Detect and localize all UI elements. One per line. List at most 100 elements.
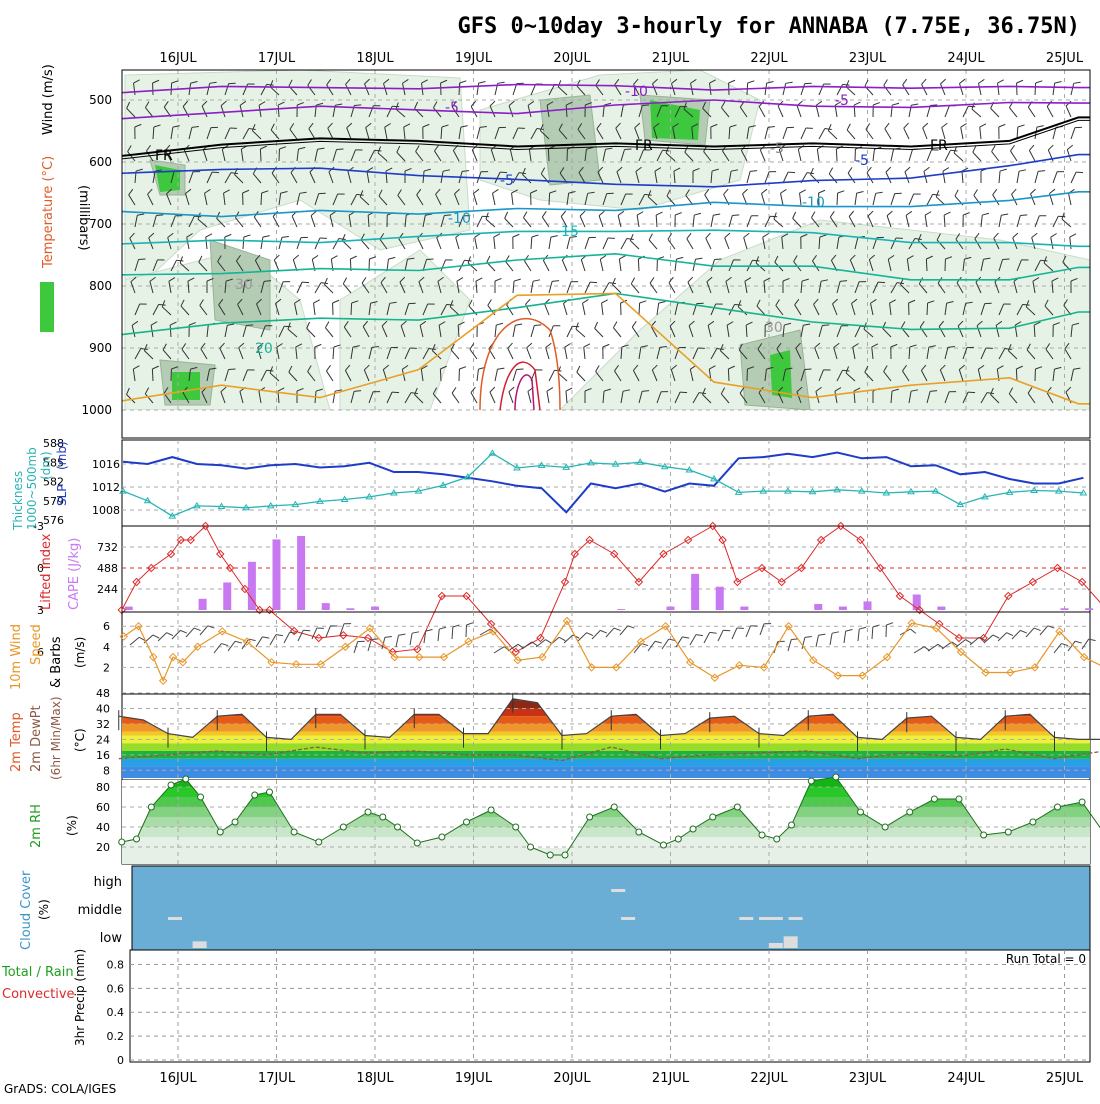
cape-bar (839, 607, 847, 610)
surface-wind-barb (466, 623, 473, 625)
upper-wind-barb (805, 369, 812, 370)
surface-wind-barb (1007, 633, 1013, 636)
contour-label: 30 (235, 277, 253, 293)
slp-tick-label: 1016 (92, 458, 120, 471)
temp-axis-title: 2m DewPt (29, 705, 44, 772)
surface-wind-barb (396, 635, 398, 647)
cloud-bar-low (193, 941, 207, 948)
precip-tick-label: 0.8 (107, 958, 125, 971)
thickness-axis-title: Thickness (11, 471, 25, 531)
temp-tick-label: 16 (96, 749, 110, 762)
contour-label: FR (635, 138, 653, 154)
rh-point (858, 809, 864, 815)
pressure-tick-label: 700 (89, 217, 112, 231)
contour-label: 20 (255, 341, 273, 357)
surface-wind-barb (606, 628, 614, 637)
rh-point (395, 824, 401, 830)
rh-point (882, 824, 888, 830)
cloud-axis-title: (%) (37, 899, 51, 920)
surface-wind-barb (578, 633, 587, 641)
upper-wind-barb (284, 326, 291, 327)
rh-point (675, 836, 681, 842)
surface-wind-barb (859, 627, 866, 629)
thickness-series-line (123, 453, 1083, 516)
rh-tick-label: 60 (96, 801, 110, 814)
temp-tick-label: 40 (96, 702, 110, 715)
surface-wind-barb (620, 626, 628, 635)
surface-wind-barb (1020, 630, 1026, 633)
slp-axis-title: SLP (55, 484, 69, 506)
precip-axis-title: 3hr Precip (mm) (73, 949, 87, 1046)
surface-wind-barb (648, 641, 655, 651)
surface-wind-barb (214, 644, 221, 653)
rh-point (217, 829, 223, 835)
contour-label: FR (155, 148, 173, 164)
li-tick-label: -3 (33, 520, 44, 533)
pressure-tick-label: 1000 (81, 403, 112, 417)
upper-wind-barb (680, 106, 687, 107)
precip-tick-label: 0.2 (107, 1030, 125, 1043)
thickness-axis-title: 1000~500mb (25, 447, 39, 530)
wind-tick-label: 6 (103, 620, 110, 633)
surface-wind-barb (662, 639, 669, 649)
rh-band (122, 817, 1090, 827)
surface-wind-barb (696, 635, 703, 636)
contour-label: -10 (802, 195, 825, 211)
cape-bar (297, 536, 305, 610)
date-label-top: 24JUL (947, 51, 985, 66)
surface-wind-barb (844, 631, 846, 643)
upper-wind-barb (638, 259, 639, 271)
contour-label: FR (930, 138, 948, 154)
cloud-bar-low (769, 943, 783, 948)
date-label-bottom: 21JUL (652, 1071, 690, 1086)
surface-wind-barb (1040, 626, 1048, 635)
surface-wind-barb (256, 637, 262, 647)
upper-wind-barb (374, 150, 381, 151)
surface-wind-barb (172, 630, 180, 639)
cape-bar (864, 601, 872, 610)
surface-wind-barb (628, 626, 635, 628)
cloud-bar-middle (168, 917, 182, 920)
rh-point (183, 776, 189, 782)
cape-frame (122, 526, 1090, 612)
rh-tick-label: 40 (96, 821, 110, 834)
surface-wind-barb (1026, 628, 1034, 637)
rh-point (291, 829, 297, 835)
rh-point (380, 814, 386, 820)
surface-wind-barb (886, 623, 893, 625)
pressure-tick-label: 800 (89, 279, 112, 293)
cape-bar (1061, 608, 1069, 610)
surface-wind-barb (438, 629, 439, 641)
surface-wind-barb (928, 644, 938, 651)
contour-label: -5 (445, 100, 459, 116)
rh-point (710, 814, 716, 820)
surface-wind-barb (993, 635, 999, 638)
pressure-tick-label: 600 (89, 155, 112, 169)
upper-wind-barb (625, 149, 632, 150)
surface-wind-barb (494, 647, 504, 653)
temp-band (122, 766, 1090, 778)
temp-unit-label: (°C) (73, 728, 87, 752)
surface-wind-barb (1054, 644, 1061, 653)
rh-point (488, 807, 494, 813)
date-label-top: 21JUL (652, 51, 690, 66)
cape-bar (937, 607, 945, 610)
surface-wind-barb (682, 637, 689, 638)
surface-wind-barb (532, 642, 538, 646)
cape-tick-label: 244 (97, 583, 118, 596)
temp-axis-title: (6hr Min/Max) (49, 697, 63, 781)
temp-band (122, 708, 1090, 716)
cape-bar (617, 609, 625, 610)
upper-wind-barb (482, 216, 489, 217)
upper-wind-barb (752, 260, 759, 261)
surface-wind-barb (270, 635, 276, 645)
cloud-bar-low (784, 936, 798, 948)
upper-wind-barb (548, 149, 549, 161)
temp-tick-label: 32 (96, 718, 110, 731)
surface-wind-barb (788, 639, 791, 651)
date-label-top: 16JUL (159, 51, 197, 66)
slp-tick-label: 1008 (92, 504, 120, 517)
rh-point (148, 804, 154, 810)
surface-wind-barb (832, 632, 839, 633)
rh-tick-label: 80 (96, 781, 110, 794)
